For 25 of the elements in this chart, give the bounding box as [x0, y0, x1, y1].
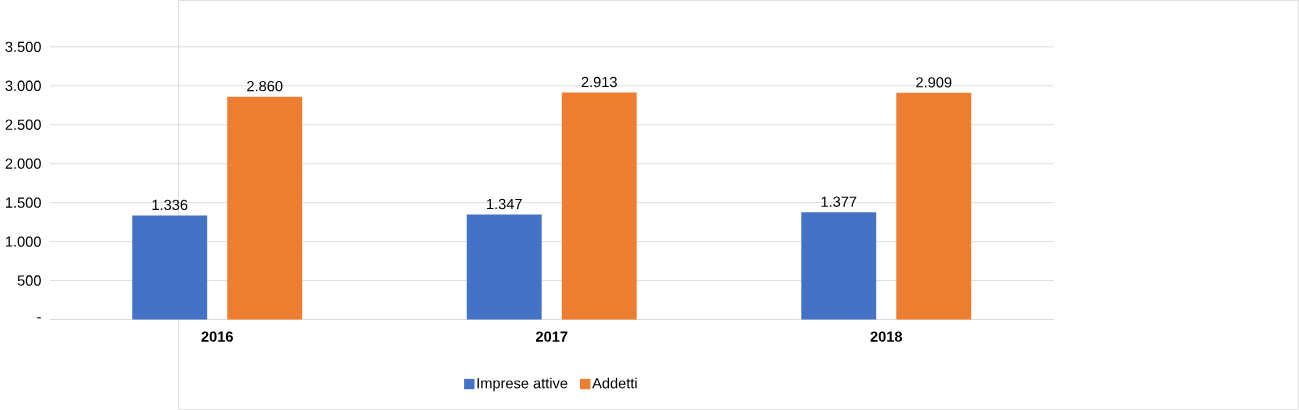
y-tick-label: - — [37, 317, 41, 319]
y-tick-label: 500 — [17, 275, 41, 286]
y-tick-label: 1.500 — [6, 197, 41, 208]
y-tick-label: 2.500 — [5, 119, 41, 130]
y-tick-label: 3.000 — [5, 80, 41, 92]
y-tick-label: 2.000 — [5, 158, 41, 169]
data-label: 1.377 — [821, 196, 857, 207]
bar — [227, 96, 303, 320]
legend-label: Addetti — [592, 377, 637, 389]
bar — [466, 214, 542, 320]
x-tick-label: 2017 — [535, 331, 568, 342]
data-label: 1.347 — [487, 198, 522, 210]
data-label: 1.336 — [152, 199, 188, 211]
y-tick-label: 1.000 — [6, 236, 41, 247]
bar — [132, 215, 208, 320]
bar — [801, 212, 877, 320]
y-tick-label: 3.500 — [5, 41, 41, 53]
data-label: 2.860 — [247, 81, 283, 92]
data-label: 2.913 — [581, 76, 617, 88]
bar — [896, 92, 972, 320]
bar — [561, 92, 637, 320]
data-label: 2.909 — [916, 77, 952, 88]
x-tick-label: 2016 — [201, 331, 233, 342]
legend-label: Imprese attive — [477, 377, 568, 392]
x-tick-label: 2018 — [870, 331, 903, 342]
